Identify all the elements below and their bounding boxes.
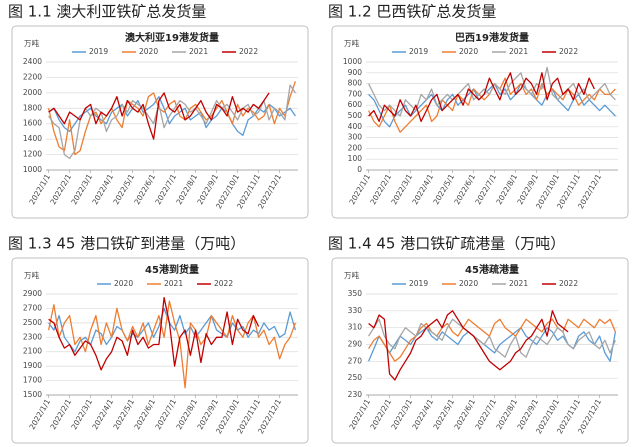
y-unit: 万吨 <box>344 270 359 280</box>
y-tick-label: 290 <box>348 340 363 349</box>
y-unit: 万吨 <box>24 270 39 280</box>
series-line <box>48 296 260 371</box>
y-unit: 万吨 <box>24 38 39 48</box>
y-tick-label: 1000 <box>23 165 42 174</box>
legend-label: 2021 <box>189 47 208 56</box>
figure-caption: 图 1.2 巴西铁矿总发货量 <box>328 3 496 21</box>
legend-label: 2019 <box>89 47 108 56</box>
legend-label: 2021 <box>509 47 528 56</box>
y-tick-label: 2000 <box>23 88 42 97</box>
y-tick-label: 900 <box>348 68 363 77</box>
series-line <box>48 84 296 160</box>
y-tick-label: 700 <box>348 89 363 98</box>
chart-title: 45港到货量 <box>145 263 199 276</box>
y-tick-label: 200 <box>348 143 363 152</box>
chart-frame <box>331 257 629 444</box>
series-line <box>368 318 616 358</box>
y-tick-label: 270 <box>348 356 363 365</box>
y-tick-label: 2100 <box>23 347 42 356</box>
y-tick-label: 1200 <box>23 150 42 159</box>
chart-frame <box>11 257 309 444</box>
legend-label: 2022 <box>559 47 578 56</box>
y-tick-label: 1600 <box>23 119 42 128</box>
y-tick-label: 330 <box>348 306 363 315</box>
y-tick-label: 310 <box>348 323 363 332</box>
chart-title: 45港疏港量 <box>465 263 519 276</box>
y-tick-label: 2500 <box>23 318 42 327</box>
legend-label: 2022 <box>214 279 233 288</box>
legend-label: 2019 <box>409 47 428 56</box>
legend-label: 2020 <box>139 47 158 56</box>
series-line <box>47 300 297 389</box>
legend-label: 2022 <box>559 279 578 288</box>
y-tick-label: 2400 <box>23 57 42 66</box>
legend-label: 2021 <box>509 279 528 288</box>
legend-label: 2020 <box>114 279 133 288</box>
y-tick-label: 600 <box>348 100 363 109</box>
legend-label: 2021 <box>164 279 183 288</box>
y-tick-label: 100 <box>348 154 363 163</box>
chart-title: 巴西19港发货量 <box>455 31 529 44</box>
figure-caption: 图 1.3 45 港口铁矿到港量（万吨） <box>8 235 245 253</box>
y-tick-label: 1500 <box>23 390 42 399</box>
y-tick-label: 1400 <box>23 134 42 143</box>
y-tick-label: 1900 <box>23 361 42 370</box>
series-line <box>47 81 297 156</box>
y-tick-label: 1000 <box>343 57 362 66</box>
series-line <box>368 318 616 362</box>
y-tick-label: 2300 <box>23 332 42 341</box>
series-line <box>368 72 595 123</box>
legend-label: 2020 <box>459 47 478 56</box>
y-tick-label: 250 <box>348 373 363 382</box>
series-line <box>368 66 616 117</box>
y-tick-label: 2700 <box>23 303 42 312</box>
y-unit: 万吨 <box>344 38 359 48</box>
y-tick-label: 1800 <box>23 103 42 112</box>
y-tick-label: 500 <box>348 111 363 120</box>
y-tick-label: 230 <box>348 390 363 399</box>
figure-caption: 图 1.4 45 港口铁矿疏港量（万吨） <box>328 235 565 253</box>
series-line <box>48 92 270 140</box>
y-tick-label: 300 <box>348 133 363 142</box>
y-tick-label: 800 <box>348 79 363 88</box>
legend-label: 2019 <box>409 279 428 288</box>
chart-title: 澳大利亚19港发货量 <box>125 31 219 44</box>
y-tick-label: 350 <box>348 289 363 298</box>
figure-caption: 图 1.1 澳大利亚铁矿总发货量 <box>8 3 206 21</box>
y-tick-label: 2200 <box>23 72 42 81</box>
legend-label: 2022 <box>239 47 258 56</box>
y-tick-label: 2900 <box>23 289 42 298</box>
y-tick-label: 0 <box>357 165 362 174</box>
legend-label: 2020 <box>459 279 478 288</box>
y-tick-label: 1700 <box>23 376 42 385</box>
y-tick-label: 400 <box>348 122 363 131</box>
series-line <box>368 310 569 381</box>
